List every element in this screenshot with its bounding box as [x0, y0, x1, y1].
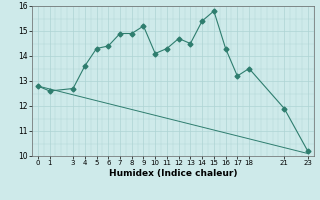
X-axis label: Humidex (Indice chaleur): Humidex (Indice chaleur)	[108, 169, 237, 178]
